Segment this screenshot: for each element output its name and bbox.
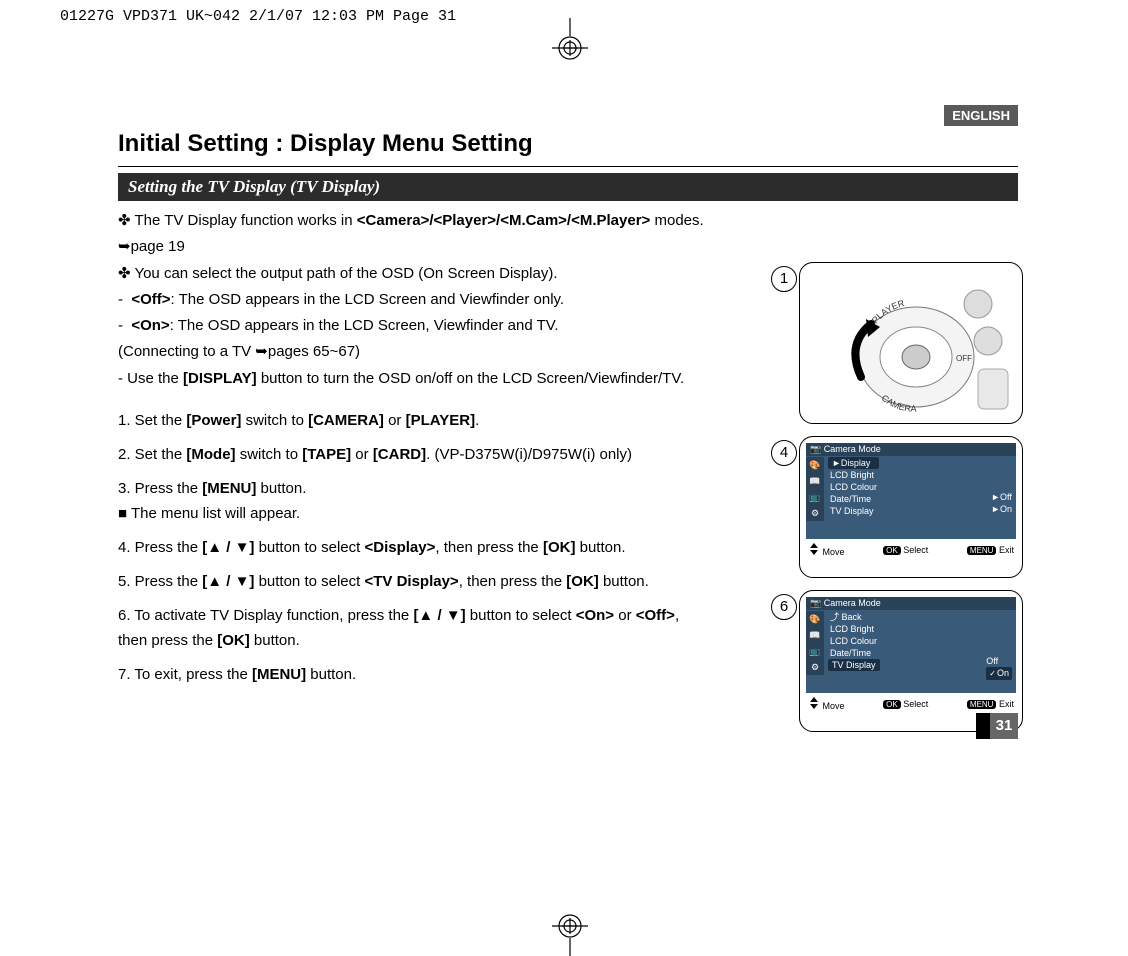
language-tag: ENGLISH — [944, 105, 1018, 126]
figure-mode-dial: PLAYER CAMERA OFF — [799, 262, 1023, 424]
page-number: 31 — [976, 713, 1018, 739]
updown-icon — [808, 543, 820, 555]
crop-mark-bottom — [540, 906, 600, 956]
divider — [118, 166, 1018, 167]
step-badge-4: 4 — [771, 440, 797, 466]
crop-mark-top — [540, 18, 600, 68]
body-text: ✤ The TV Display function works in <Came… — [118, 211, 798, 685]
step-badge-6: 6 — [771, 594, 797, 620]
figure-menu-4: 📷 Camera Mode 🎨📖📺⚙ ►Display LCD Bright L… — [799, 436, 1023, 578]
step-badge-1: 1 — [771, 266, 797, 292]
updown-icon — [808, 697, 820, 709]
figures-column: 1 PLAYER CAMERA OFF — [799, 262, 1024, 744]
figure-menu-6: 📷 Camera Mode 🎨📖📺⚙ ⤴ Back LCD Bright LCD… — [799, 590, 1023, 732]
print-marks-header: 01227G VPD371 UK~042 2/1/07 12:03 PM Pag… — [60, 8, 456, 25]
page-title: Initial Setting : Display Menu Setting — [118, 130, 1018, 158]
section-heading: Setting the TV Display (TV Display) — [118, 173, 1018, 201]
svg-text:OFF: OFF — [956, 354, 972, 363]
